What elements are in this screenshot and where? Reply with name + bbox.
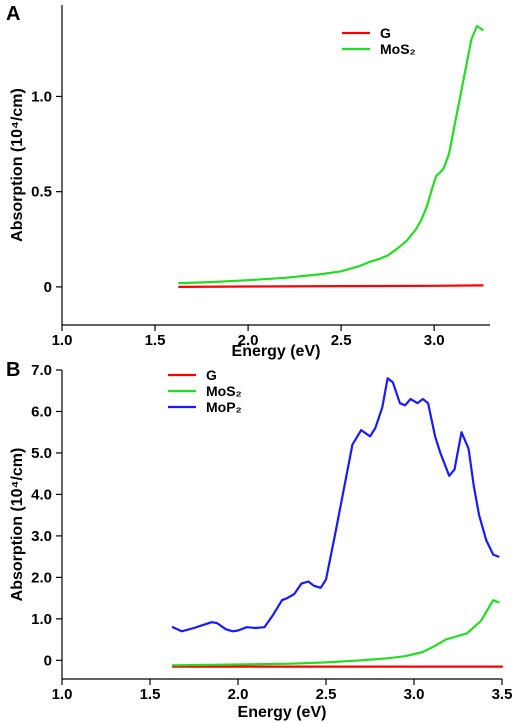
y-tick-label: 1.0 bbox=[31, 88, 52, 105]
series-line bbox=[178, 24, 484, 285]
x-tick-label: 2.0 bbox=[238, 332, 259, 349]
y-tick-label: 5.0 bbox=[31, 445, 52, 462]
legend-label: MoP₂ bbox=[206, 399, 242, 415]
x-tick-label: 2.5 bbox=[331, 332, 352, 349]
x-tick-label: 3.0 bbox=[404, 686, 425, 703]
legend-label: MoS₂ bbox=[206, 383, 242, 399]
y-tick-label: 0 bbox=[44, 652, 52, 669]
panel-label: B bbox=[6, 359, 20, 381]
x-tick-label: 1.5 bbox=[140, 686, 161, 703]
y-tick-label: 0.5 bbox=[31, 184, 52, 201]
y-tick-label: 7.0 bbox=[31, 362, 52, 379]
x-tick-label: 1.5 bbox=[145, 332, 166, 349]
chart-panel-b: B1.0 1.5 2.0 2.5 3.0 3.501.02.03.04.05.06.07.… bbox=[6, 359, 512, 721]
y-tick-label: 2.0 bbox=[31, 569, 52, 586]
series-line bbox=[171, 599, 500, 667]
y-axis-title: Absorption (10⁴/cm) bbox=[9, 88, 26, 242]
y-tick-label: 3.0 bbox=[31, 528, 52, 545]
legend-label: G bbox=[206, 367, 217, 383]
x-axis-title: Energy (eV) bbox=[232, 343, 321, 360]
x-tick-label: 3.0 bbox=[424, 332, 445, 349]
chart-panel-a: A 1.0 1.5 2.0 2.5 3.0 0 0.5 1.0 Energy (eV) Absorp… bbox=[6, 3, 490, 360]
x-axis-title: Energy (eV) bbox=[238, 704, 327, 721]
series-line bbox=[178, 284, 484, 288]
x-tick-label: 1.0 bbox=[52, 332, 73, 349]
y-tick-label: 6.0 bbox=[31, 403, 52, 420]
x-tick-label: 2.0 bbox=[228, 686, 249, 703]
y-axis-title: Absorption (10⁴/cm) bbox=[9, 448, 26, 602]
y-tick-label: 1.0 bbox=[31, 611, 52, 628]
series-line bbox=[171, 377, 500, 633]
x-tick-label: 1.0 bbox=[52, 686, 73, 703]
y-tick-label: 4.0 bbox=[31, 486, 52, 503]
legend-label: MoS₂ bbox=[380, 41, 416, 57]
panel-label: A bbox=[6, 3, 20, 25]
x-tick-label: 2.5 bbox=[316, 686, 337, 703]
x-tick-label: 3.5 bbox=[492, 686, 512, 703]
y-tick-label: 0 bbox=[44, 279, 52, 296]
legend-label: G bbox=[380, 25, 391, 41]
